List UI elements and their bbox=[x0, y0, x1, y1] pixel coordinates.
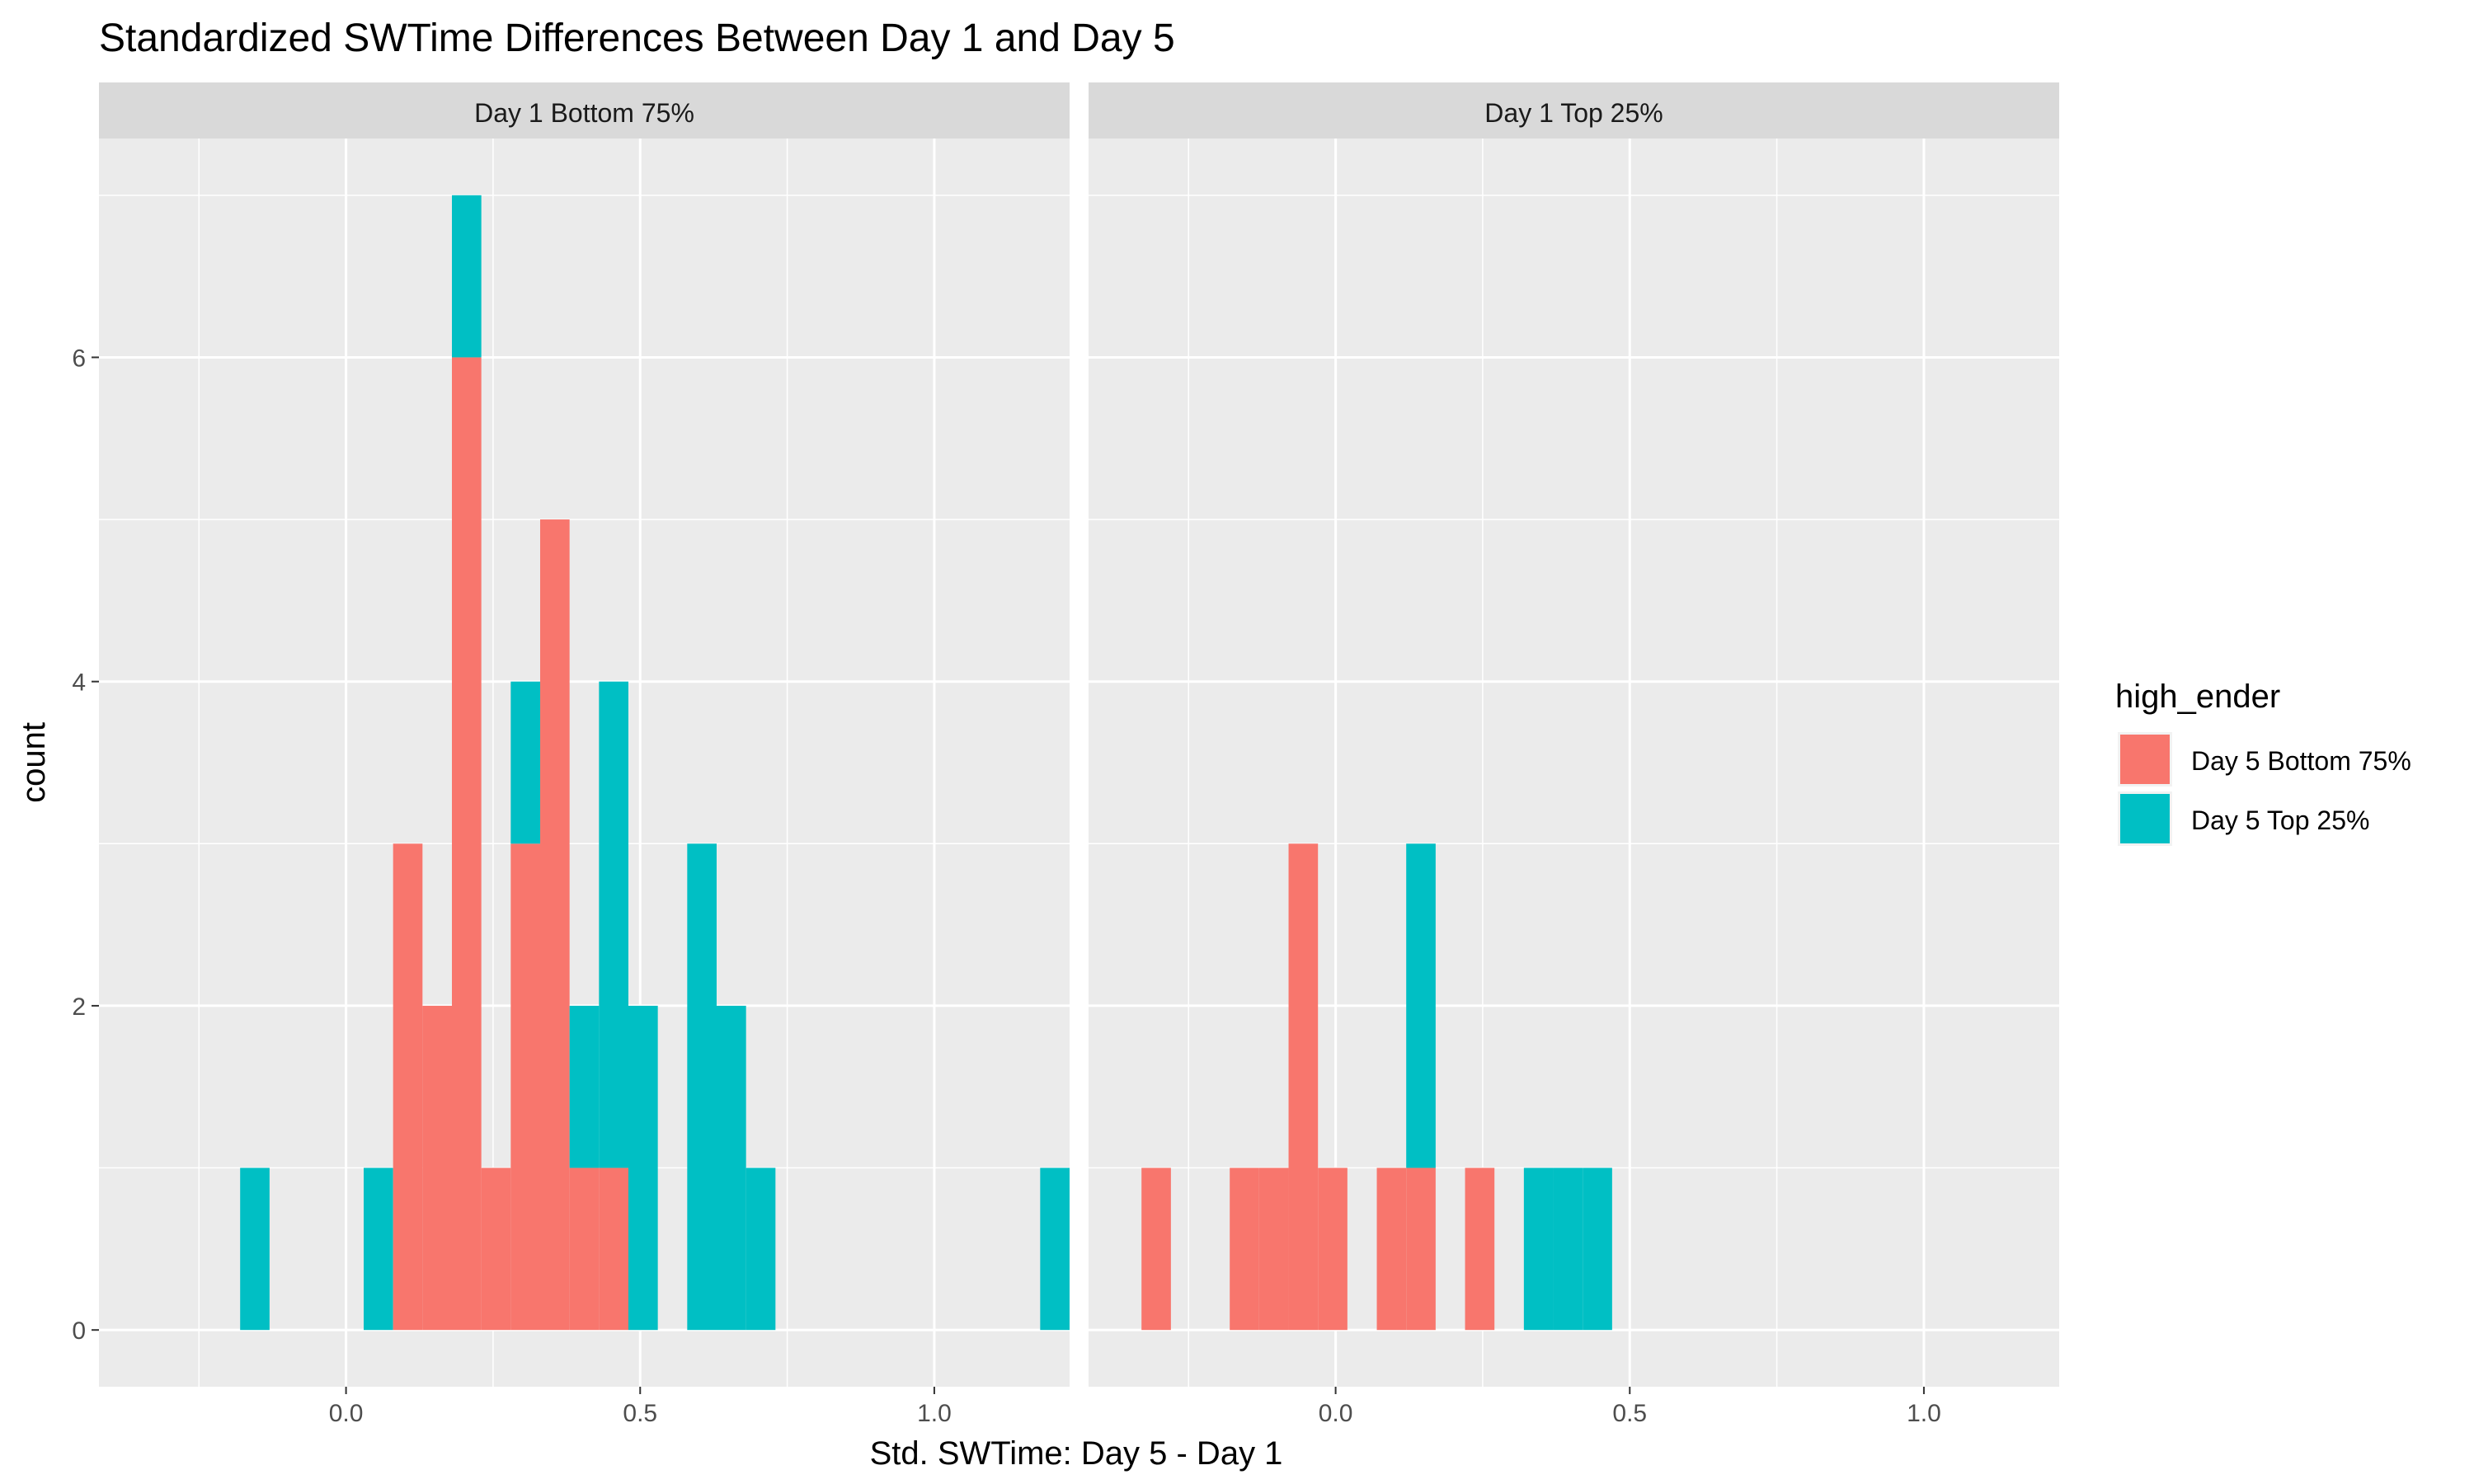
bar-day5-top25 bbox=[452, 195, 482, 358]
y-tick-label: 0 bbox=[72, 1317, 86, 1345]
panels-layer: Day 1 Bottom 75% 0.0 0.5 1.0 Day 1 Top 25% 0.… bbox=[72, 82, 2059, 1427]
legend-label-bottom75: Day 5 Bottom 75% bbox=[2191, 746, 2411, 776]
bar-day5-top25 bbox=[687, 843, 717, 1331]
bar-day5-bottom75 bbox=[1406, 1167, 1436, 1331]
facet-panel-2: Day 1 Top 25% 0.0 0.5 1.0 bbox=[1089, 82, 2059, 1427]
legend-title: high_ender bbox=[2115, 679, 2280, 715]
bar-day5-bottom75 bbox=[540, 519, 570, 1331]
bar-day5-top25 bbox=[569, 1005, 600, 1168]
facet-strip bbox=[99, 82, 1070, 139]
bar-day5-bottom75 bbox=[510, 843, 540, 1331]
chart-title: Standardized SWTime Differences Between … bbox=[99, 16, 1175, 60]
bar-day5-top25 bbox=[628, 1005, 658, 1331]
facet-strip bbox=[1089, 82, 2059, 139]
x-tick-label: 0.0 bbox=[1319, 1400, 1353, 1427]
x-tick-label: 0.5 bbox=[623, 1400, 657, 1427]
bar-day5-top25 bbox=[1040, 1167, 1070, 1331]
bar-day5-bottom75 bbox=[1288, 843, 1319, 1331]
y-tick-label: 2 bbox=[72, 993, 86, 1021]
bar-day5-bottom75 bbox=[1465, 1167, 1495, 1331]
bar-day5-bottom75 bbox=[569, 1167, 600, 1331]
bar-day5-bottom75 bbox=[481, 1167, 511, 1331]
y-tick-label: 4 bbox=[72, 669, 86, 697]
bar-day5-bottom75 bbox=[1230, 1167, 1259, 1331]
bar-day5-bottom75 bbox=[1258, 1167, 1289, 1331]
bar-day5-top25 bbox=[1553, 1167, 1583, 1331]
facet-strip-label: Day 1 Top 25% bbox=[1484, 98, 1663, 128]
bar-day5-top25 bbox=[240, 1167, 270, 1331]
bar-day5-bottom75 bbox=[393, 843, 423, 1331]
x-tick-label: 1.0 bbox=[1907, 1400, 1941, 1427]
y-tick-label: 6 bbox=[72, 345, 86, 372]
legend-swatch-bottom75 bbox=[2120, 735, 2170, 784]
x-tick-label: 1.0 bbox=[917, 1400, 952, 1427]
bar-day5-bottom75 bbox=[1376, 1167, 1407, 1331]
x-axis-title: Std. SWTime: Day 5 - Day 1 bbox=[870, 1435, 1283, 1472]
bar-day5-bottom75 bbox=[1318, 1167, 1348, 1331]
bar-day5-top25 bbox=[364, 1167, 393, 1331]
bar-day5-top25 bbox=[1523, 1167, 1554, 1331]
bar-day5-bottom75 bbox=[599, 1167, 628, 1331]
legend-label-top25: Day 5 Top 25% bbox=[2191, 805, 2369, 835]
x-tick-label: 0.5 bbox=[1612, 1400, 1647, 1427]
bar-day5-top25 bbox=[599, 681, 628, 1168]
x-tick-label: 0.0 bbox=[329, 1400, 364, 1427]
bar-day5-bottom75 bbox=[452, 357, 482, 1331]
bar-day5-bottom75 bbox=[1141, 1167, 1171, 1331]
y-axis-title: count bbox=[16, 722, 52, 803]
bar-day5-top25 bbox=[510, 681, 540, 844]
bar-day5-top25 bbox=[745, 1167, 776, 1331]
legend-swatch-top25 bbox=[2120, 794, 2170, 843]
bar-day5-bottom75 bbox=[422, 1005, 452, 1331]
bar-day5-top25 bbox=[717, 1005, 746, 1331]
legend: high_ender Day 5 Bottom 75% Day 5 Top 25… bbox=[2115, 679, 2411, 846]
y-axis: 0 2 4 6 bbox=[72, 345, 99, 1345]
bar-day5-top25 bbox=[1583, 1167, 1612, 1331]
facet-strip-label: Day 1 Bottom 75% bbox=[474, 98, 694, 128]
facet-panel-1: Day 1 Bottom 75% 0.0 0.5 1.0 bbox=[99, 82, 1070, 1427]
bar-day5-top25 bbox=[1406, 843, 1436, 1168]
